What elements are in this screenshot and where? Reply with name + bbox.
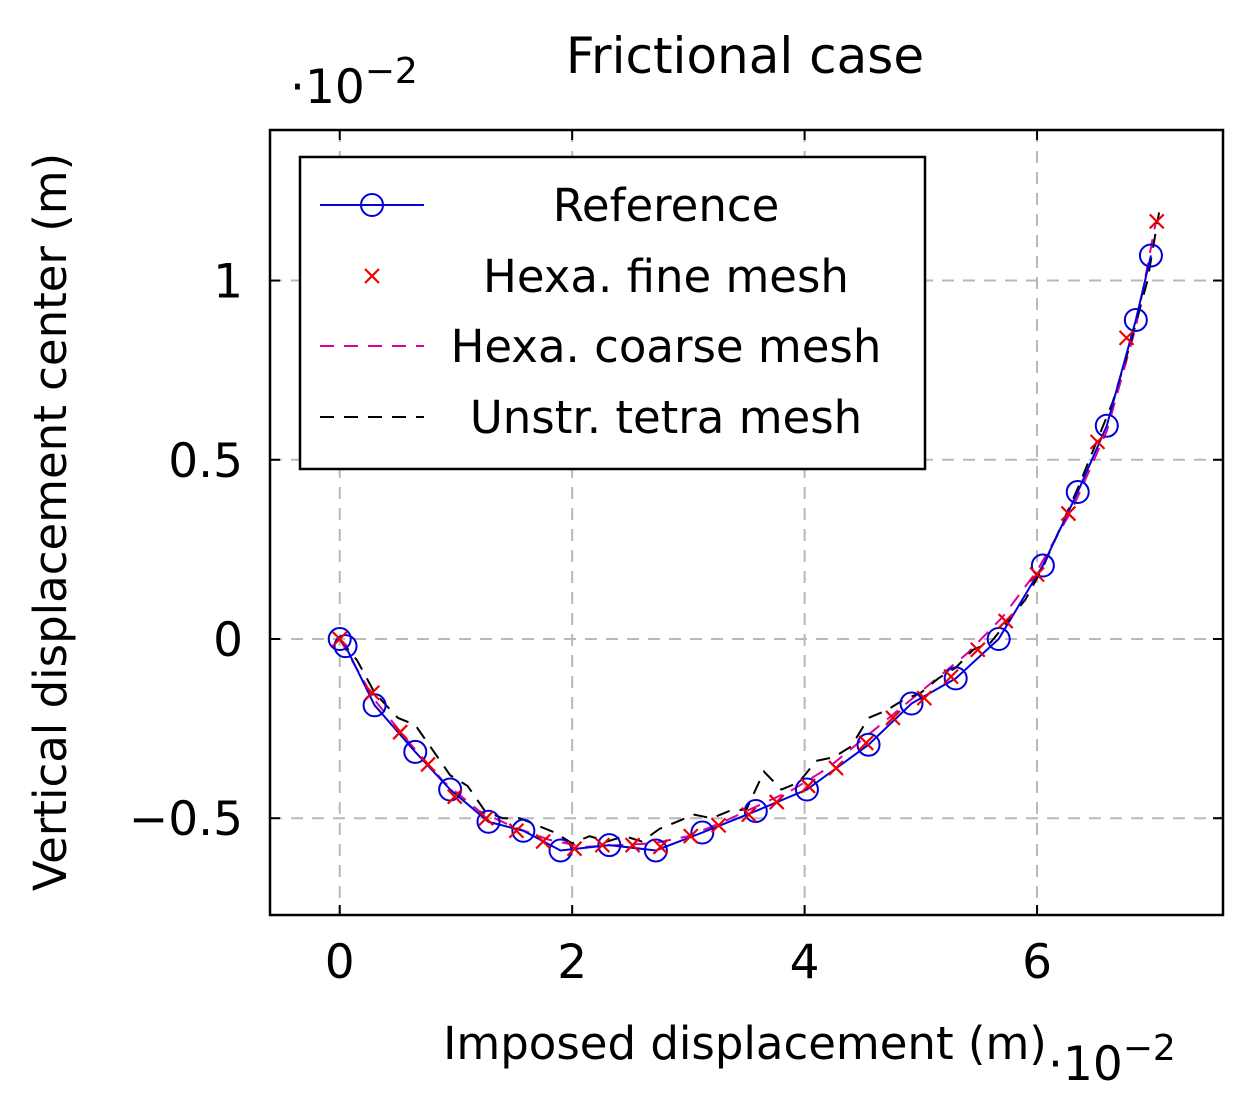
x-tick-label: 2 bbox=[557, 935, 587, 990]
legend-label: Hexa. coarse mesh bbox=[451, 320, 882, 373]
fine-mesh-point bbox=[624, 837, 641, 853]
reference-point bbox=[327, 626, 352, 651]
fine-mesh-point bbox=[1148, 213, 1165, 230]
reference-point bbox=[1065, 480, 1090, 505]
fine-mesh-point bbox=[741, 806, 757, 823]
legend-marker bbox=[364, 268, 380, 284]
fine-mesh-point bbox=[768, 794, 785, 810]
reference-point bbox=[794, 777, 819, 802]
fine-mesh-point bbox=[508, 822, 525, 839]
y-tick-label: 0.5 bbox=[168, 434, 243, 489]
legend: Reference Hexa. fine mesh Hexa. coarse mes… bbox=[298, 155, 927, 471]
fine-mesh-point bbox=[420, 756, 436, 773]
reference-point bbox=[1123, 307, 1148, 332]
fine-mesh-point bbox=[885, 710, 901, 726]
legend-label: Unstr. tetra mesh bbox=[470, 391, 862, 444]
reference-point bbox=[403, 739, 428, 764]
fine-mesh-point bbox=[1118, 330, 1135, 346]
fine-mesh-point bbox=[1029, 566, 1045, 583]
y-tick-label: 0 bbox=[213, 613, 243, 668]
fine-mesh-point bbox=[997, 613, 1014, 629]
reference-point bbox=[333, 634, 358, 659]
legend-entry: Hexa. coarse mesh bbox=[320, 320, 881, 373]
y-scale-exponent: −2 bbox=[365, 51, 418, 92]
legend-entry: Reference bbox=[320, 179, 779, 232]
fine-mesh-point bbox=[800, 778, 816, 794]
plot-area bbox=[268, 128, 1225, 917]
fine-mesh-point bbox=[710, 817, 727, 834]
fine-mesh-point bbox=[1060, 505, 1077, 522]
fine-mesh-point bbox=[828, 760, 844, 776]
series-line-0 bbox=[338, 255, 1152, 852]
axis-ticks: 0 2 4 6 −0.5 0 0.5 1 bbox=[129, 130, 1223, 990]
reference-point bbox=[899, 691, 924, 716]
fine-mesh-point bbox=[1089, 434, 1106, 450]
legend-label: Hexa. fine mesh bbox=[483, 250, 849, 303]
y-scale-factor: ·10−2 bbox=[290, 51, 418, 115]
fine-mesh-point bbox=[478, 810, 494, 826]
y-scale-base: ·10 bbox=[290, 60, 365, 115]
reference-point bbox=[511, 818, 536, 843]
y-tick-label: −0.5 bbox=[129, 792, 243, 847]
fine-mesh-point bbox=[858, 735, 874, 751]
fine-mesh-point bbox=[331, 631, 348, 647]
fine-mesh-point bbox=[916, 690, 933, 706]
reference-point bbox=[1138, 243, 1163, 268]
legend-label: Reference bbox=[553, 179, 780, 232]
y-axis-label: Vertical displacement center (m) bbox=[24, 153, 77, 891]
reference-point bbox=[597, 833, 622, 858]
reference-point bbox=[1030, 553, 1055, 578]
fine-mesh-point bbox=[535, 833, 551, 850]
x-tick-label: 0 bbox=[325, 935, 355, 990]
fine-mesh-point bbox=[364, 684, 381, 701]
x-tick-label: 6 bbox=[1022, 935, 1052, 990]
legend-marker bbox=[360, 193, 384, 217]
reference-point bbox=[643, 838, 668, 863]
reference-point bbox=[856, 732, 881, 757]
reference-point bbox=[1094, 413, 1119, 438]
legend-entry: Unstr. tetra mesh bbox=[320, 391, 862, 444]
fine-mesh-point bbox=[682, 828, 699, 844]
fine-mesh-point bbox=[969, 641, 986, 658]
x-scale-factor: ·10−2 bbox=[1048, 1028, 1176, 1092]
fine-mesh-point bbox=[652, 839, 669, 855]
fine-mesh-point bbox=[447, 788, 463, 805]
x-scale-exponent: −2 bbox=[1123, 1028, 1176, 1069]
fine-mesh-point bbox=[594, 837, 611, 853]
x-tick-label: 4 bbox=[790, 935, 820, 990]
reference-point bbox=[690, 820, 715, 845]
series-line-3 bbox=[338, 212, 1161, 845]
fine-mesh-point bbox=[943, 668, 959, 685]
x-scale-base: ·10 bbox=[1048, 1037, 1123, 1092]
y-tick-label: 1 bbox=[213, 255, 243, 310]
reference-point bbox=[476, 809, 501, 834]
series-layer bbox=[327, 212, 1165, 863]
series-line-2 bbox=[338, 223, 1157, 848]
legend-entry: Hexa. fine mesh bbox=[364, 250, 849, 303]
fine-mesh-point bbox=[392, 724, 408, 740]
chart-title: Frictional case bbox=[566, 27, 924, 85]
reference-point bbox=[943, 666, 968, 691]
x-axis-label: Imposed displacement (m) bbox=[443, 1017, 1047, 1070]
fine-mesh-point bbox=[566, 840, 583, 857]
